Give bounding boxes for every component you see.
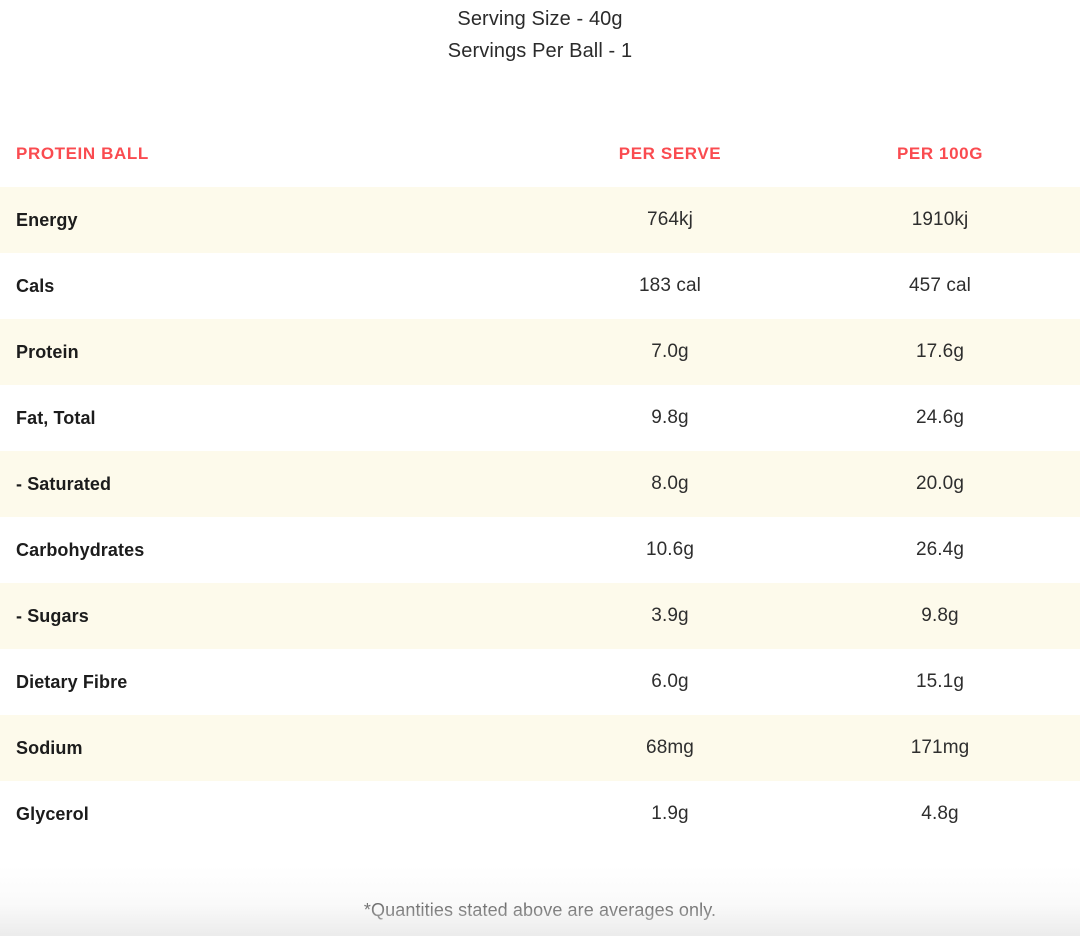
row-label: Energy [16,209,78,230]
row-value-per-100g: 24.6g [915,407,965,428]
row-value-per-100g: 15.1g [915,671,965,692]
row-value-per-100g: 9.8g [921,605,959,626]
table-row: Protein 7.0g 17.6g [0,319,1080,385]
row-value-per-serve: 9.8g [651,407,689,428]
servings-per-ball-line: Servings Per Ball - 1 [447,40,633,62]
row-label: - Sugars [16,605,89,626]
row-label: Glycerol [16,803,89,824]
row-value-per-serve: 3.9g [651,605,689,626]
table-header: PROTEIN BALL PER SERVE PER 100G [0,121,1080,187]
serving-size-line: Serving Size - 40g [457,8,623,30]
row-label: Fat, Total [16,407,96,428]
row-value-per-serve: 764kj [647,209,693,230]
row-value-per-100g: 457 cal [909,275,971,296]
row-value-per-serve: 6.0g [651,671,689,692]
serving-info: Serving Size - 40g Servings Per Ball - 1 [0,0,1080,67]
table-row: Sodium 68mg 171mg [0,715,1080,781]
row-label: Carbohydrates [16,539,145,560]
row-label: - Saturated [16,473,112,494]
row-value-per-serve: 7.0g [651,341,689,362]
table-body: Energy 764kj 1910kj Cals 183 cal 457 cal Prote… [0,187,1080,847]
row-value-per-100g: 1910kj [911,209,969,230]
table-row: Glycerol 1.9g 4.8g [0,781,1080,847]
row-label: Protein [16,341,79,362]
row-value-per-100g: 26.4g [915,539,965,560]
footnote: *Quantities stated above are averages on… [363,900,717,920]
nutrition-table: PROTEIN BALL PER SERVE PER 100G Energy 76… [0,121,1080,847]
column-header-per-100g: PER 100G [896,144,984,163]
table-row: Dietary Fibre 6.0g 15.1g [0,649,1080,715]
table-row: Carbohydrates 10.6g 26.4g [0,517,1080,583]
row-label: Cals [16,275,55,296]
row-value-per-serve: 8.0g [651,473,689,494]
row-value-per-100g: 17.6g [915,341,965,362]
table-row: Cals 183 cal 457 cal [0,253,1080,319]
row-label: Dietary Fibre [16,671,128,692]
table-row: - Sugars 3.9g 9.8g [0,583,1080,649]
column-header-per-serve: PER SERVE [618,144,722,163]
row-label: Sodium [16,737,83,758]
table-row: - Saturated 8.0g 20.0g [0,451,1080,517]
row-value-per-100g: 171mg [910,737,970,758]
row-value-per-serve: 183 cal [639,275,701,296]
table-row: Energy 764kj 1910kj [0,187,1080,253]
header-row: PROTEIN BALL PER SERVE PER 100G [0,121,1080,187]
row-value-per-100g: 4.8g [921,803,959,824]
row-value-per-100g: 20.0g [915,473,965,494]
table-row: Fat, Total 9.8g 24.6g [0,385,1080,451]
column-header-name: PROTEIN BALL [16,144,149,163]
row-value-per-serve: 10.6g [645,539,695,560]
row-value-per-serve: 1.9g [651,803,689,824]
row-value-per-serve: 68mg [646,737,694,758]
